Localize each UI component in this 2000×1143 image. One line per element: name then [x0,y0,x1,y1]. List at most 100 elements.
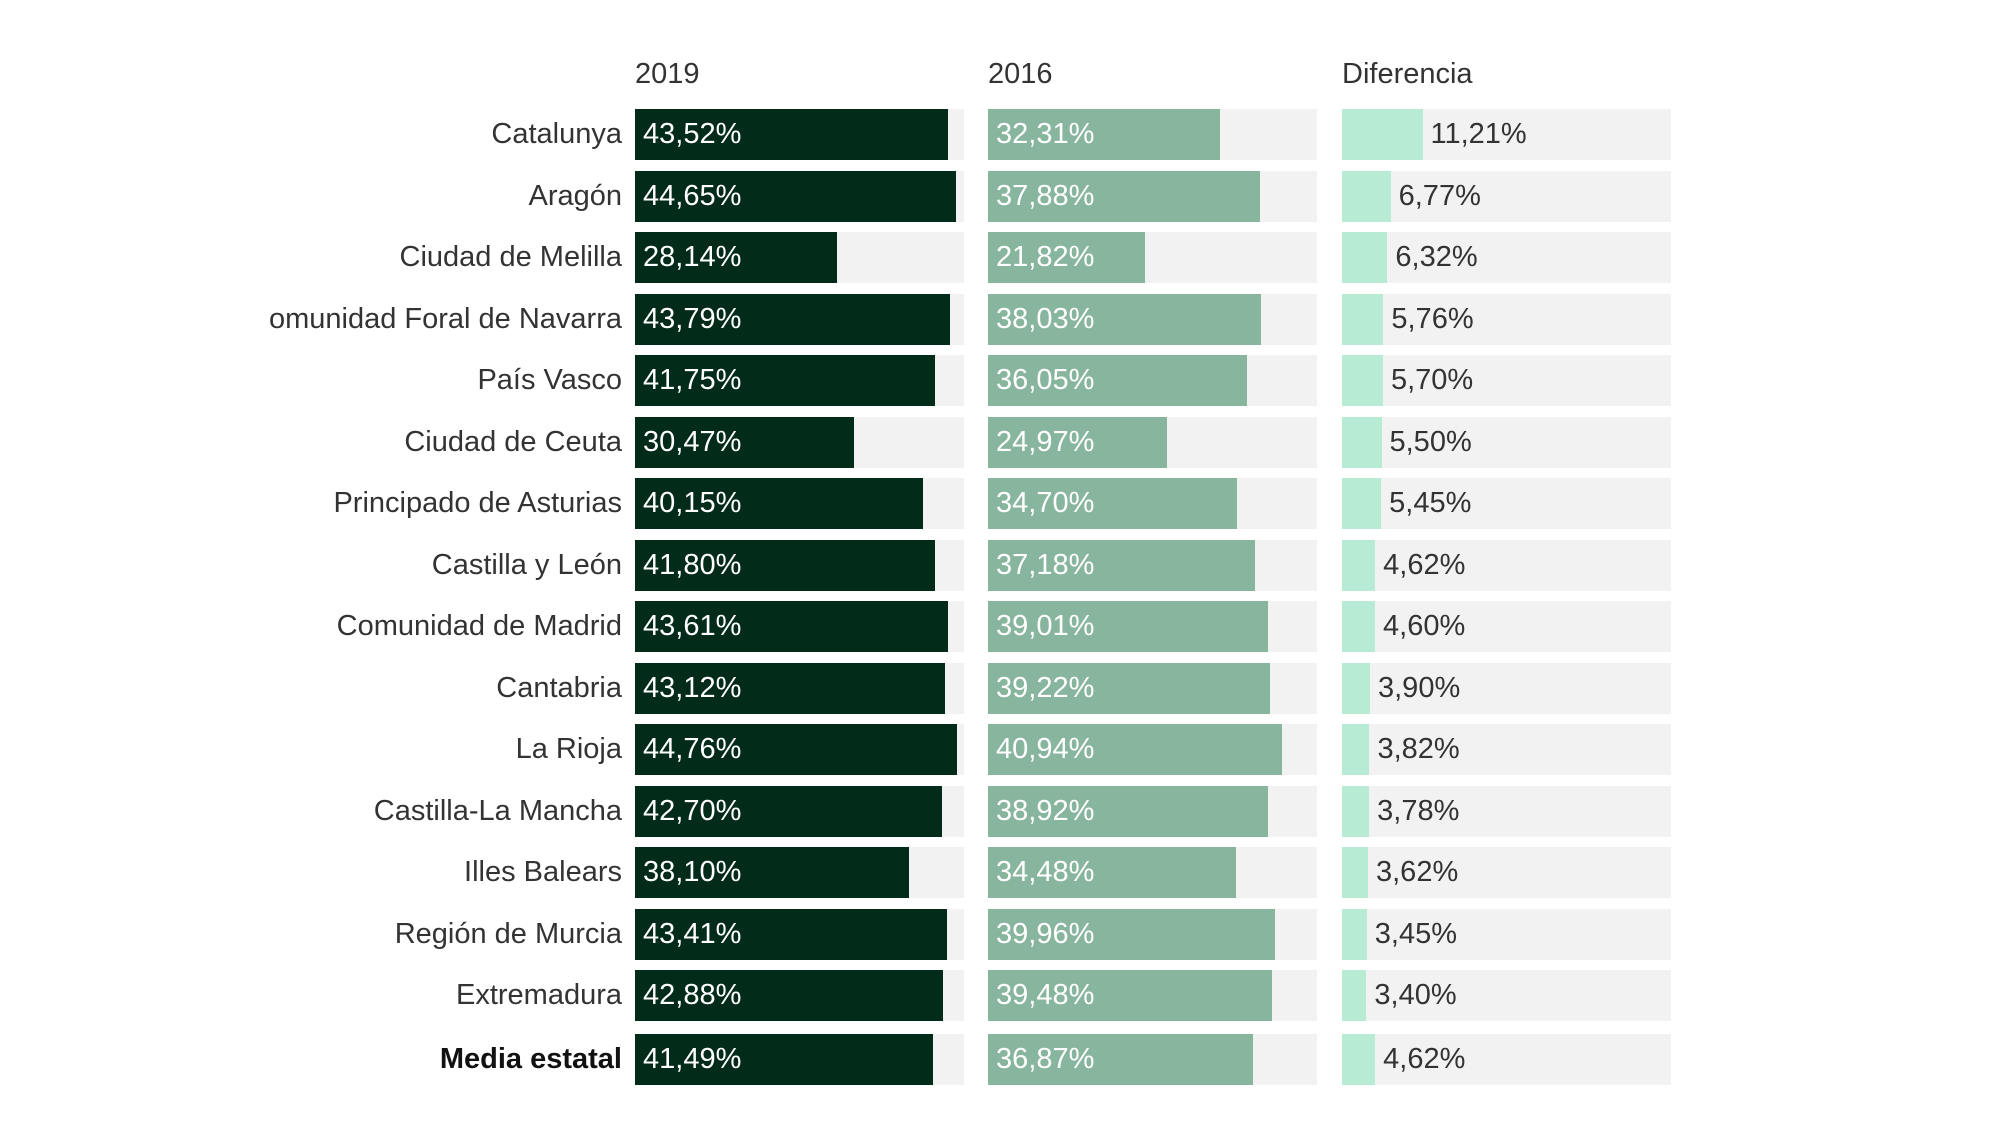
data-label: 11,21% [1430,118,1527,150]
bar-track-diferencia: 5,76% [1342,293,1671,345]
bar-2016 [988,293,1262,345]
bar-2019 [635,170,956,222]
bar-2019 [635,478,924,529]
row-label: Illes Balears [464,856,622,888]
bar-diferencia [1342,416,1382,468]
bar-2019 [635,847,909,898]
bar-diferencia [1342,785,1370,837]
bar-2019 [635,293,950,345]
table-row: Catalunya 43,52% 32,31% 11,21% [0,109,2000,160]
bar-track-2019: 43,52% [635,109,964,160]
column-header-diferencia: Diferencia [1342,58,1473,90]
data-label: 37,88% [996,179,1095,212]
bar-track-diferencia: 4,62% [1342,1033,1671,1085]
data-label: 41,75% [643,364,742,396]
data-label: 40,94% [996,733,1095,765]
table-row: Ciudad de Melilla 28,14% 21,82% 6,32% [0,232,2000,283]
bar-diferencia [1342,908,1367,960]
data-label: 43,41% [643,917,742,950]
data-label: 3,82% [1377,733,1460,765]
bar-track-diferencia: 3,40% [1342,970,1671,1021]
data-label: 32,31% [996,118,1095,150]
bar-track-2019: 43,41% [635,908,964,960]
bar-track-diferencia: 4,62% [1342,539,1671,591]
bar-track-diferencia: 4,60% [1342,601,1671,652]
bar-track-2019: 44,76% [635,724,964,775]
data-label: 5,45% [1389,487,1472,519]
data-label: 37,18% [996,548,1095,581]
data-label: 42,70% [643,794,742,827]
bar-diferencia [1342,1033,1376,1085]
bar-track-2016: 32,31% [988,109,1317,160]
bar-track-2019: 42,70% [635,785,964,837]
table-row: Comunidad de Madrid 43,61% 39,01% 4,60% [0,601,2000,652]
bar-2019 [635,785,942,837]
data-label: 40,15% [643,487,742,519]
bar-track-2019: 30,47% [635,416,964,468]
bar-track-2016: 34,70% [988,478,1317,529]
bar-diferencia [1342,601,1376,652]
bar-2016 [988,785,1268,837]
bar-2019 [635,724,957,775]
table-row: Región de Murcia 43,41% 39,96% 3,45% [0,908,2000,960]
bar-diferencia [1342,662,1370,714]
bar-track-diferencia: 3,90% [1342,662,1671,714]
bar-track-2016: 39,96% [988,908,1317,960]
bar-2016 [988,170,1261,222]
bar-track-diferencia: 3,45% [1342,908,1671,960]
row-label: Ciudad de Melilla [399,241,622,273]
bar-track-diferencia: 5,50% [1342,416,1671,468]
data-label: 38,03% [996,302,1095,335]
data-label: 3,62% [1376,856,1459,888]
bar-track-diferencia: 5,70% [1342,355,1671,406]
bar-track-2019: 28,14% [635,232,964,283]
bar-2016 [988,1033,1253,1085]
data-label: 5,50% [1389,425,1472,458]
bar-track-2016: 39,01% [988,601,1317,652]
row-label: Principado de Asturias [333,487,622,519]
bar-2016 [988,416,1168,468]
table-row: Ciudad de Ceuta 30,47% 24,97% 5,50% [0,416,2000,468]
bar-track-2019: 41,75% [635,355,964,406]
bar-track-2016: 39,22% [988,662,1317,714]
bar-diferencia [1342,539,1376,591]
table-row: Principado de Asturias 40,15% 34,70% 5,45% [0,478,2000,529]
table-row: omunidad Foral de Navarra 43,79% 38,03% 5,7… [0,293,2000,345]
bar-2019 [635,232,838,283]
bar-track-2016: 21,82% [988,232,1317,283]
bar-diferencia [1342,293,1384,345]
table-row: Castilla-La Mancha 42,70% 38,92% 3,78% [0,785,2000,837]
table-row: La Rioja 44,76% 40,94% 3,82% [0,724,2000,775]
data-label: 43,52% [643,118,742,150]
bar-2016 [988,601,1269,652]
bar-track-2016: 39,48% [988,970,1317,1021]
column-header-2019: 2019 [635,58,700,90]
bar-track-diferencia: 11,21% [1342,109,1671,160]
data-label: 4,62% [1383,548,1466,581]
data-label: 21,82% [996,241,1095,273]
bar-2016 [988,232,1145,283]
bar-2019 [635,970,944,1021]
bar-track-2016: 37,88% [988,170,1317,222]
bar-track-2019: 38,10% [635,847,964,898]
bar-diferencia [1342,232,1388,283]
bar-track-2016: 34,48% [988,847,1317,898]
bar-track-diferencia: 3,78% [1342,785,1671,837]
data-label: 39,48% [996,979,1095,1011]
bar-2016 [988,908,1276,960]
bar-track-2019: 41,49% [635,1033,964,1085]
bar-track-diferencia: 6,32% [1342,232,1671,283]
bar-diferencia [1342,724,1370,775]
data-label: 36,87% [996,1042,1095,1075]
table-row: Cantabria 43,12% 39,22% 3,90% [0,662,2000,714]
bar-track-2016: 38,92% [988,785,1317,837]
table-row: Castilla y León 41,80% 37,18% 4,62% [0,539,2000,591]
bar-diferencia [1342,478,1382,529]
bar-track-2019: 43,12% [635,662,964,714]
data-label: 41,80% [643,548,742,581]
bar-2019 [635,662,945,714]
row-label: omunidad Foral de Navarra [268,302,622,335]
data-label: 3,45% [1374,917,1458,950]
bar-2016 [988,109,1221,160]
row-label: Cantabria [496,671,622,704]
